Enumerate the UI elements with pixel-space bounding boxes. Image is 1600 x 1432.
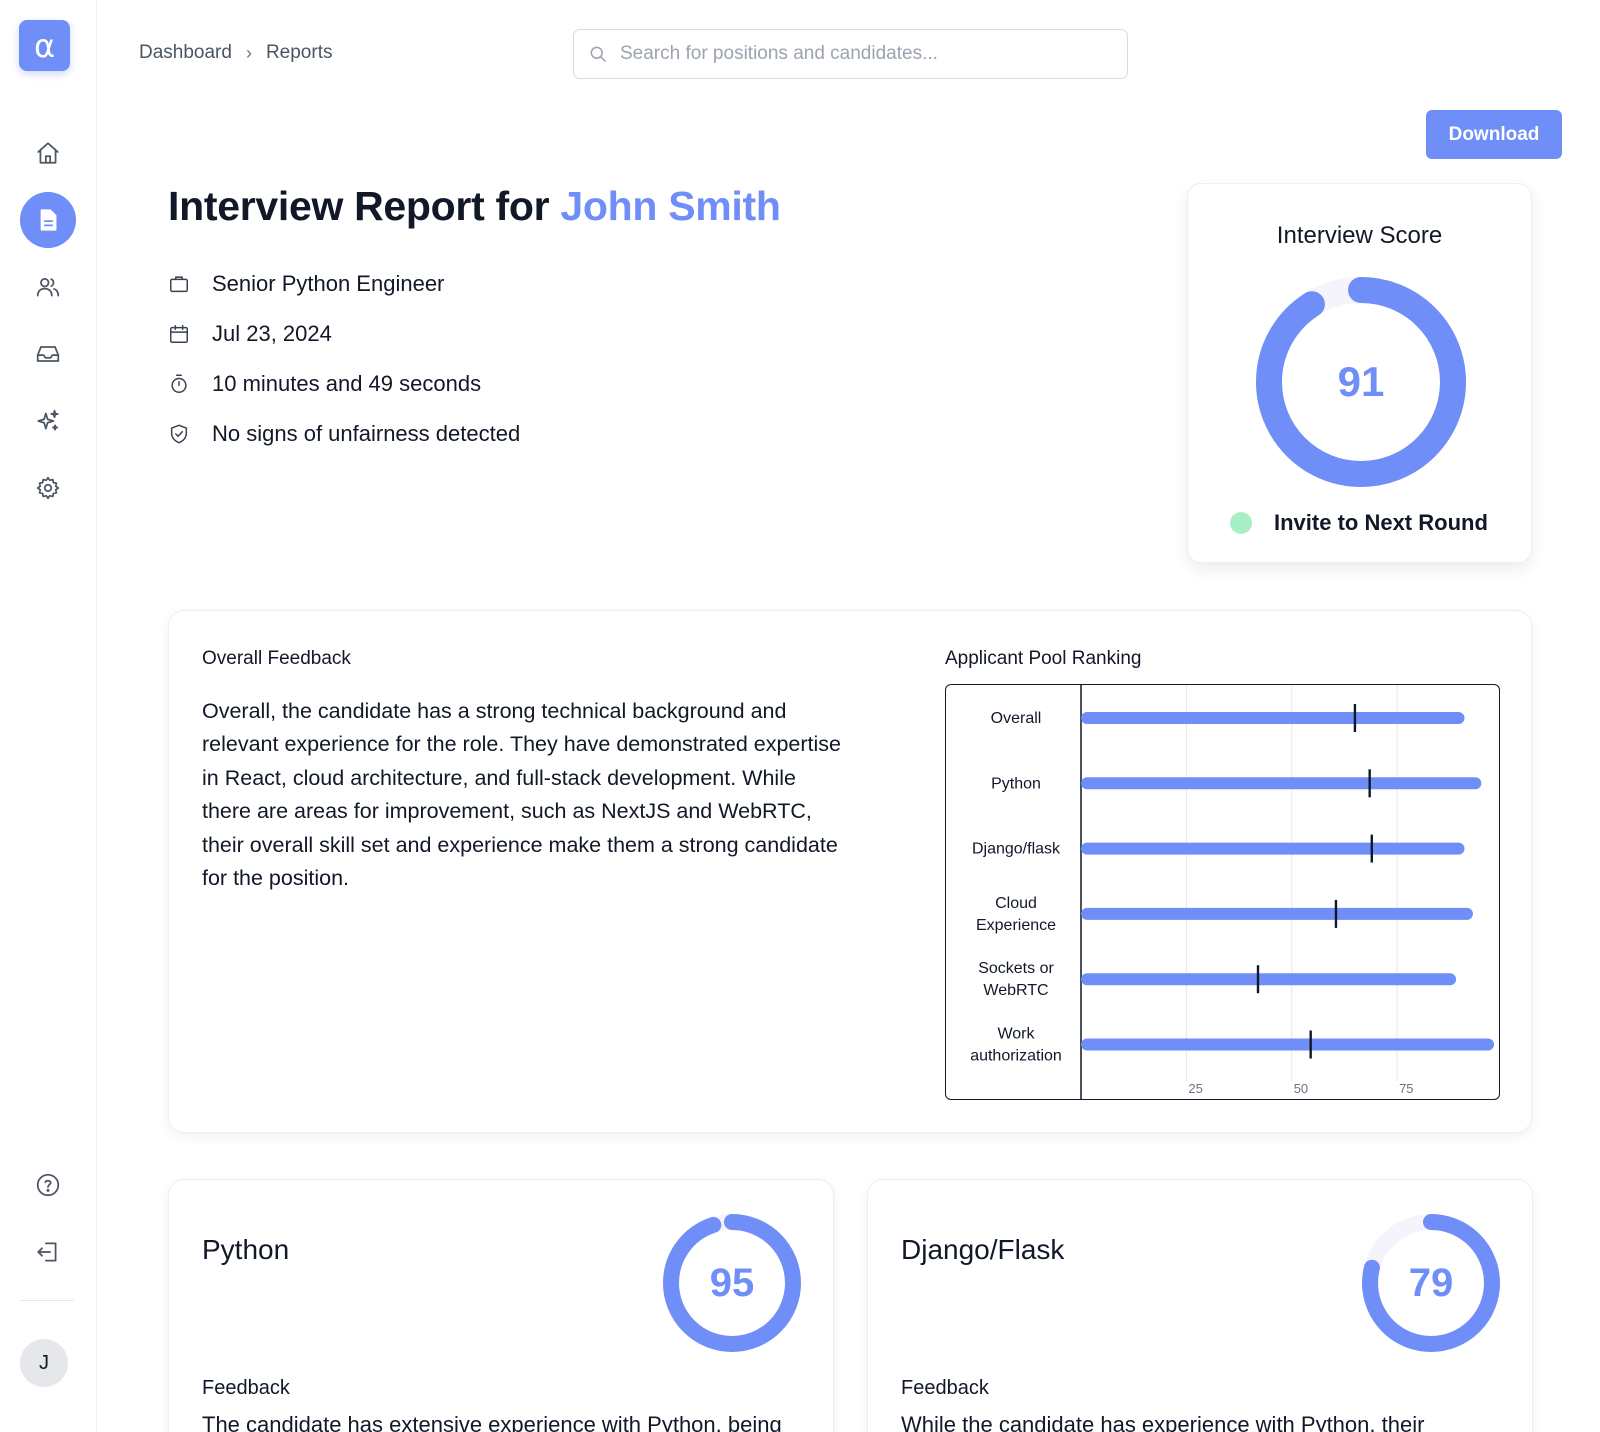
category-label: Python	[991, 775, 1041, 792]
ranking-label: Applicant Pool Ranking	[945, 648, 1142, 669]
overall-feedback-label: Overall Feedback	[202, 648, 351, 669]
skill-feedback-label: Feedback	[202, 1377, 290, 1399]
nav-candidates[interactable]	[20, 259, 76, 315]
breadcrumb: Dashboard › Reports	[139, 42, 332, 64]
overall-feedback-text: Overall, the candidate has a strong tech…	[202, 699, 841, 891]
recommendation: Invite to Next Round	[1230, 510, 1488, 536]
category-label: Sockets or WebRTC	[978, 960, 1054, 999]
chevron-right-icon: ›	[245, 42, 252, 63]
category-label: Cloud Experience	[976, 895, 1056, 934]
help-icon	[36, 1173, 60, 1197]
nav-help[interactable]	[20, 1157, 76, 1213]
fairness-row: No signs of unfairness detected	[168, 421, 520, 447]
recommendation-label: Invite to Next Round	[1274, 510, 1488, 535]
calendar-icon	[170, 325, 188, 343]
nav-reports[interactable]	[20, 192, 76, 248]
candidate-name: John Smith	[560, 183, 781, 229]
category-label: Django/flask	[972, 841, 1061, 858]
skill-card-django-flask: Django/Flask 79 Feedback While the candi…	[867, 1179, 1533, 1432]
skill-name: Python	[202, 1234, 290, 1265]
page-title-prefix: Interview Report for	[168, 183, 550, 229]
nav-logout[interactable]	[20, 1224, 76, 1280]
nav-inbox[interactable]	[20, 326, 76, 382]
sparkles-icon	[37, 409, 59, 431]
position-row: Senior Python Engineer	[168, 271, 444, 297]
nav-settings[interactable]	[20, 460, 76, 516]
x-tick-label: 25	[1188, 1081, 1202, 1096]
skill-ring-progress	[1362, 1214, 1500, 1352]
skill-feedback-text: The candidate has extensive experience w…	[202, 1412, 782, 1432]
search-input[interactable]: Search for positions and candidates...	[573, 29, 1128, 79]
report-icon	[40, 209, 57, 231]
duration-text: 10 minutes and 49 seconds	[212, 371, 482, 396]
score-ring	[1256, 277, 1466, 487]
skill-score-ring	[663, 1214, 801, 1352]
sidebar-divider	[20, 1300, 74, 1301]
position-text: Senior Python Engineer	[212, 271, 445, 296]
bar	[1081, 1038, 1494, 1051]
search-icon	[590, 46, 606, 62]
date-row: Jul 23, 2024	[168, 321, 332, 347]
skill-name: Django/Flask	[901, 1234, 1065, 1265]
inbox-icon	[36, 346, 60, 362]
skill-feedback-text: While the candidate has experience with …	[901, 1412, 1425, 1432]
briefcase-icon	[170, 276, 188, 293]
bar	[1081, 712, 1465, 724]
overall-feedback-card: Overall Feedback Overall, the candidate …	[168, 610, 1532, 1133]
x-tick-label: 75	[1399, 1081, 1413, 1096]
download-button[interactable]: Download	[1426, 110, 1562, 159]
date-text: Jul 23, 2024	[212, 321, 332, 346]
interview-score-card: Interview Score 91 Invite to Next Round	[1187, 183, 1532, 563]
nav-ai[interactable]	[20, 393, 76, 449]
page-title: Interview Report for John Smith	[168, 183, 781, 230]
x-tick-label: 50	[1294, 1081, 1308, 1096]
app-logo[interactable]: α	[19, 20, 70, 71]
category-label: Work authorization	[970, 1026, 1062, 1065]
duration-row: 10 minutes and 49 seconds	[168, 371, 481, 397]
logout-icon	[37, 1242, 57, 1262]
skill-score-ring	[1362, 1214, 1500, 1352]
search-placeholder: Search for positions and candidates...	[620, 43, 938, 64]
skill-card-python: Python 95 Feedback The candidate has ext…	[168, 1179, 834, 1432]
skill-ring-progress	[663, 1214, 801, 1352]
sidebar: α J	[0, 0, 97, 1432]
gear-icon	[36, 476, 60, 500]
shield-check-icon	[170, 424, 188, 444]
score-ring-progress	[1256, 277, 1466, 487]
ranking-chart-svg: 25 50 75 Overall Python Django/flask Cloud Expe…	[970, 685, 1494, 1099]
bar	[1081, 973, 1457, 986]
category-label: Overall	[991, 710, 1042, 727]
bar	[1081, 842, 1465, 855]
fairness-text: No signs of unfairness detected	[212, 421, 521, 446]
status-dot	[1230, 512, 1252, 534]
score-value: 91	[1337, 358, 1385, 405]
avatar[interactable]: J	[20, 1339, 68, 1387]
breadcrumb-dashboard[interactable]: Dashboard	[139, 42, 232, 63]
breadcrumb-reports[interactable]: Reports	[265, 42, 333, 63]
bar	[1081, 907, 1473, 920]
bar	[1081, 777, 1482, 790]
skill-score-value: 95	[709, 1260, 755, 1305]
skill-score-value: 79	[1408, 1260, 1454, 1305]
ranking-chart: 25 50 75 Overall Python Django/flask Cloud Expe…	[945, 684, 1500, 1100]
skill-feedback-label: Feedback	[901, 1377, 989, 1399]
users-icon	[36, 278, 60, 297]
nav-home[interactable]	[20, 125, 76, 181]
home-icon	[37, 142, 59, 164]
score-card-title: Interview Score	[1276, 222, 1443, 249]
stopwatch-icon	[171, 374, 187, 393]
